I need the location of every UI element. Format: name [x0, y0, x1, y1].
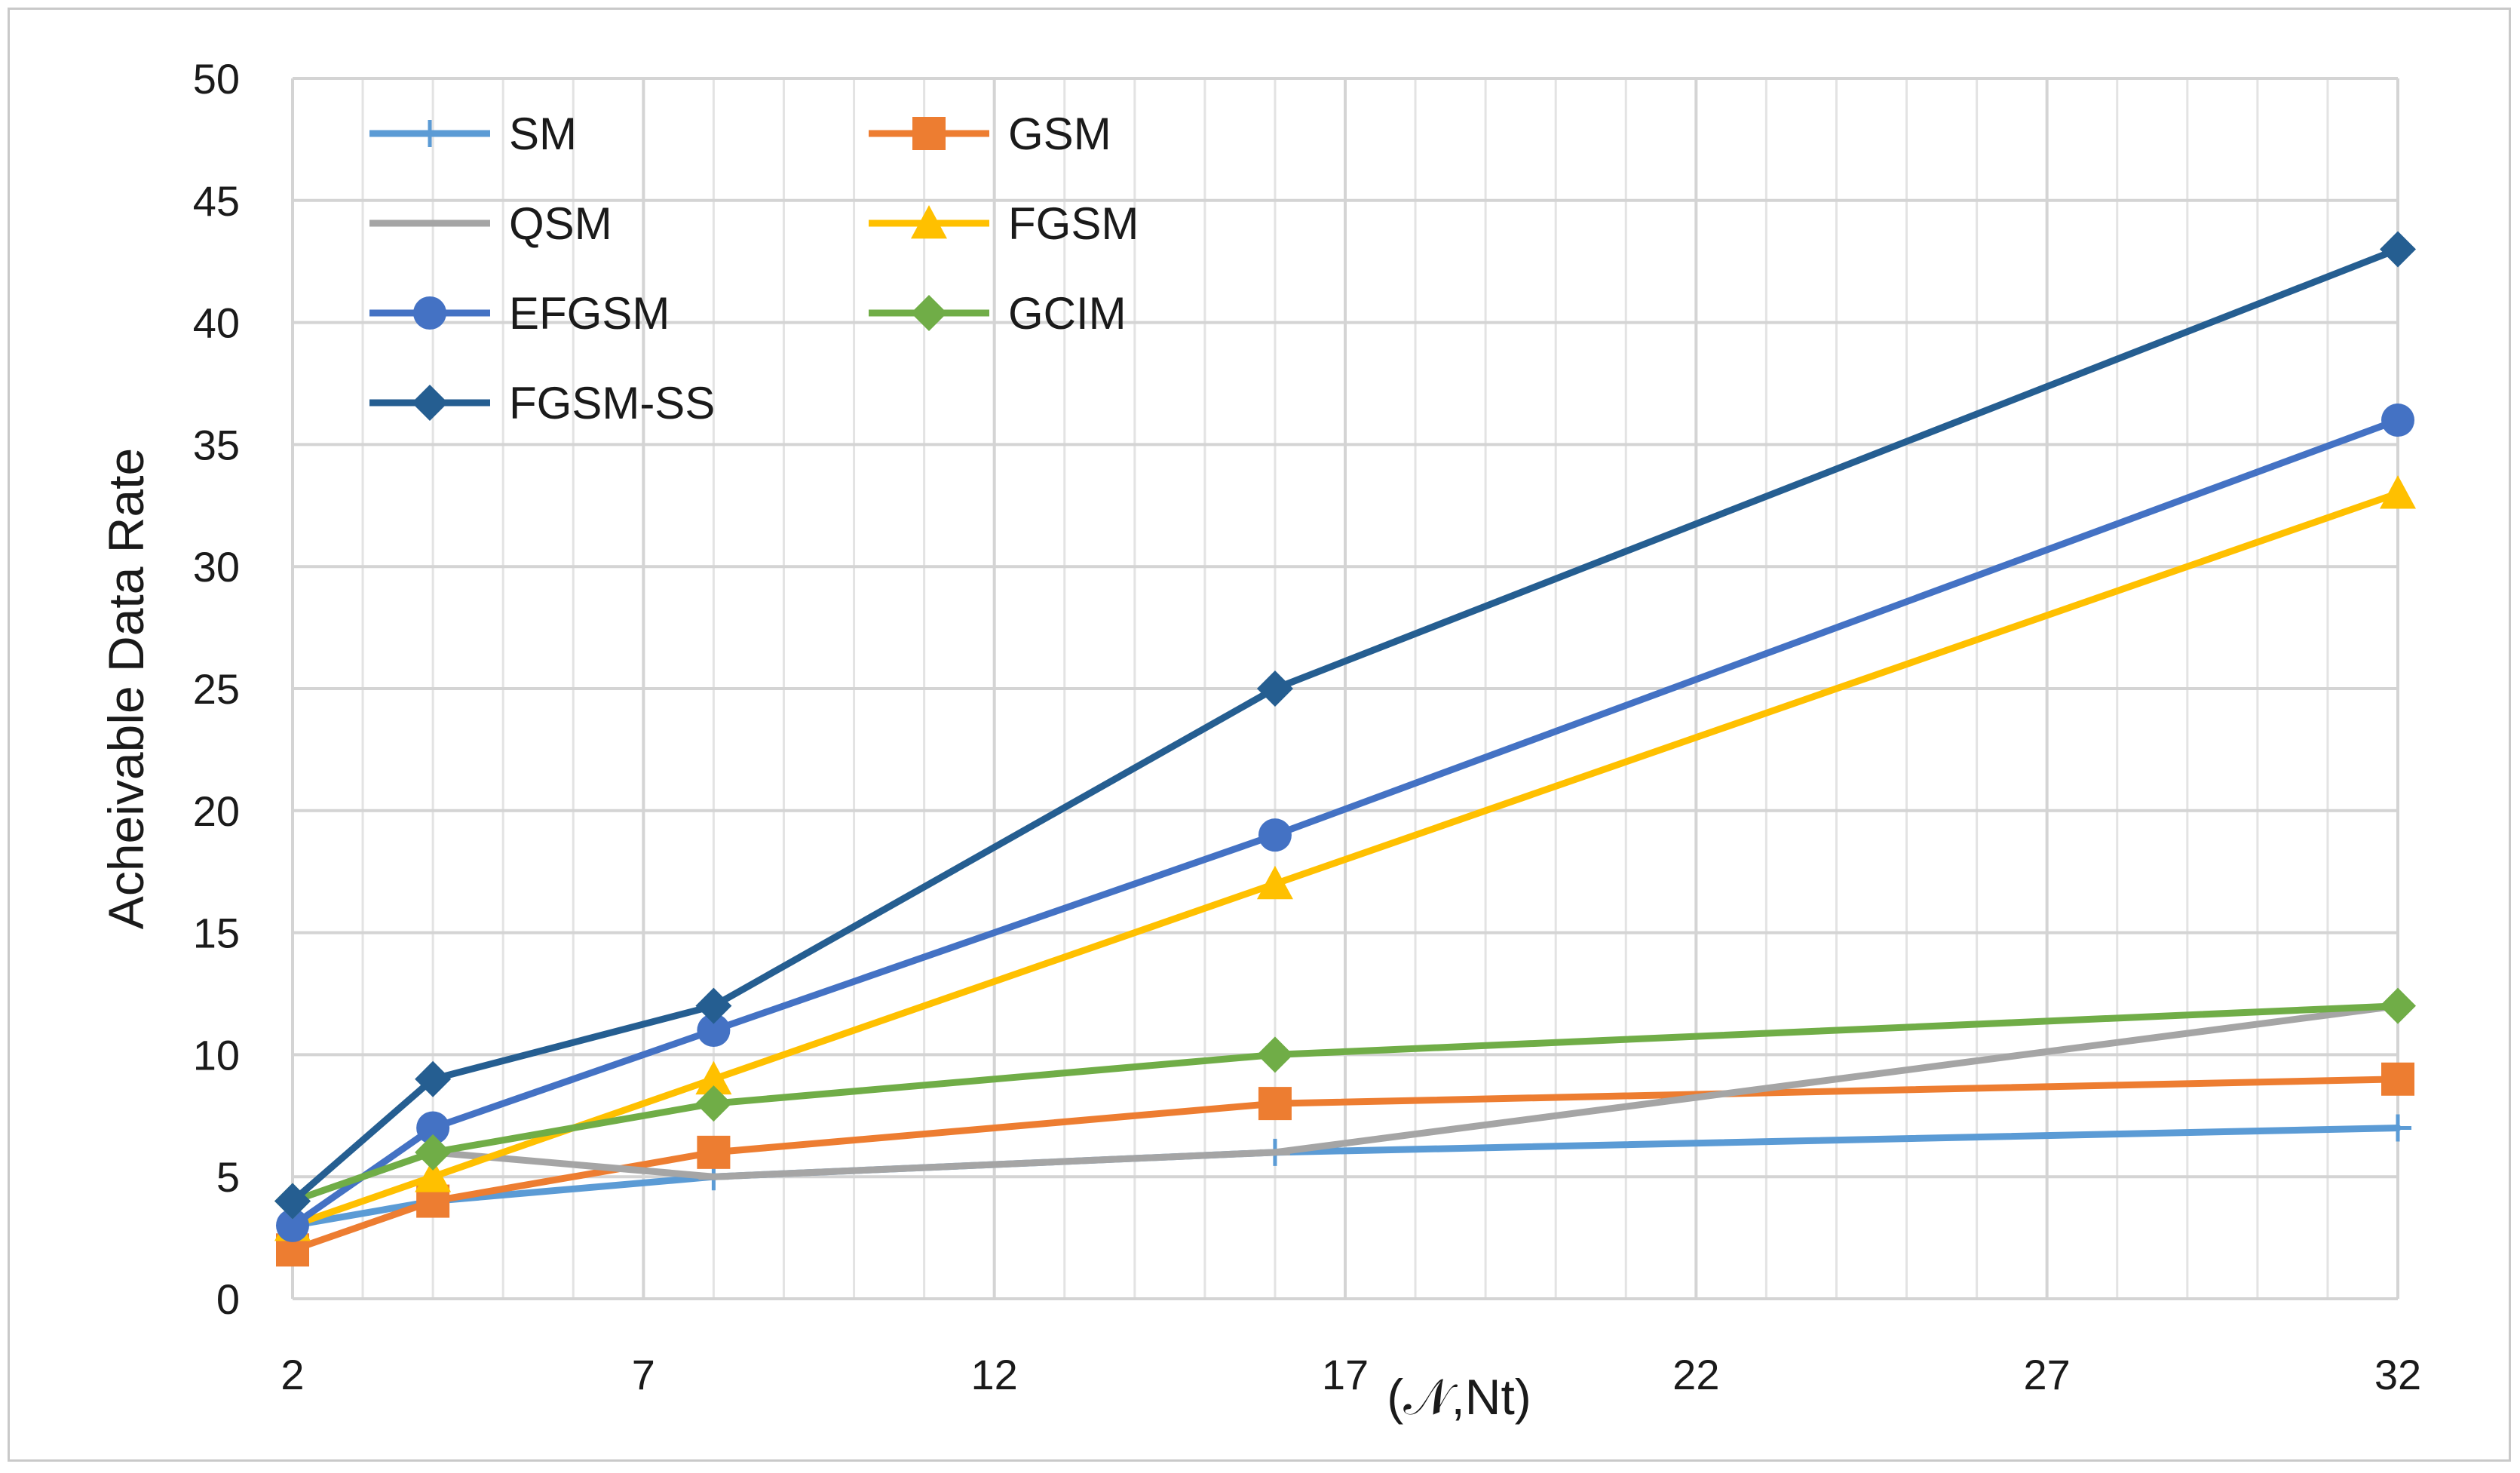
x-tick-label: 32 [2374, 1351, 2421, 1398]
legend-label: QSM [509, 198, 612, 249]
square-marker [2381, 1062, 2414, 1096]
y-axis-ticks: 0 5 10 15 20 25 30 35 40 45 50 [193, 55, 240, 1323]
legend: SM GSM QSM FGSM EFGSM GCIM FGSM-SS [369, 109, 1139, 428]
x-tick-label: 2 [281, 1351, 304, 1398]
triangle-marker [911, 205, 947, 239]
diamond-marker [695, 1085, 732, 1122]
legend-item-fgsm: FGSM [869, 198, 1139, 249]
diamond-marker [412, 385, 448, 421]
circle-marker [697, 1014, 731, 1048]
diamond-marker [1256, 671, 1293, 707]
legend-label: SM [509, 109, 577, 159]
y-tick-label: 50 [193, 55, 240, 103]
legend-label: FGSM-SS [509, 378, 715, 428]
square-marker [697, 1135, 731, 1169]
y-tick-label: 5 [216, 1153, 240, 1201]
plus-marker [416, 120, 443, 147]
y-tick-label: 20 [193, 787, 240, 835]
x-tick-label: 7 [632, 1351, 655, 1398]
triangle-marker [2380, 475, 2416, 509]
series-layer [274, 231, 2416, 1267]
x-tick-label: 17 [1322, 1351, 1369, 1398]
x-tick-label: 12 [971, 1351, 1018, 1398]
x-axis-ticks: 2 7 12 17 22 27 32 [281, 1351, 2421, 1398]
triangle-marker [415, 1158, 452, 1192]
diamond-marker [415, 1134, 452, 1171]
diamond-marker [695, 987, 732, 1024]
y-tick-label: 40 [193, 299, 240, 347]
series-fgsm [274, 475, 2416, 1241]
series-gsm [276, 1062, 2414, 1267]
legend-item-gcim: GCIM [869, 288, 1127, 339]
triangle-marker [695, 1060, 732, 1095]
circle-marker [416, 1111, 450, 1145]
square-marker [1258, 1087, 1292, 1121]
y-tick-label: 0 [216, 1275, 240, 1323]
diamond-marker [1256, 1036, 1293, 1073]
legend-label: EFGSM [509, 288, 670, 339]
triangle-marker [1256, 865, 1293, 900]
y-axis-title: Acheivable Data Rate [98, 448, 154, 929]
y-tick-label: 25 [193, 665, 240, 713]
series-fgsm-ss [274, 231, 2416, 1220]
legend-label: GSM [1008, 109, 1111, 159]
x-tick-label: 22 [1672, 1351, 1719, 1398]
diamond-marker [274, 1183, 311, 1220]
y-tick-label: 35 [193, 421, 240, 468]
y-tick-label: 45 [193, 177, 240, 225]
y-tick-label: 10 [193, 1031, 240, 1079]
circle-marker [413, 296, 446, 330]
legend-item-gsm: GSM [869, 109, 1111, 159]
diamond-marker [415, 1060, 452, 1097]
diamond-marker [2380, 231, 2416, 268]
legend-label: GCIM [1008, 288, 1127, 339]
legend-item-sm: SM [369, 109, 577, 159]
legend-item-efgsm: EFGSM [369, 288, 670, 339]
diamond-marker [2380, 987, 2416, 1024]
y-tick-label: 30 [193, 543, 240, 591]
circle-marker [2381, 404, 2414, 437]
square-marker [912, 117, 946, 150]
chart-frame [8, 8, 2511, 1462]
y-tick-label: 15 [193, 910, 240, 957]
circle-marker [276, 1208, 309, 1242]
legend-item-fgsm-ss: FGSM-SS [369, 378, 715, 428]
legend-item-qsm: QSM [369, 198, 612, 249]
circle-marker [1258, 818, 1292, 852]
plus-marker [2384, 1114, 2411, 1142]
diamond-marker [911, 295, 947, 331]
series-efgsm [276, 404, 2414, 1242]
x-tick-label: 27 [2024, 1351, 2071, 1398]
x-axis-title: (𝒩,Nt) [1387, 1369, 1531, 1425]
legend-label: FGSM [1008, 198, 1139, 249]
